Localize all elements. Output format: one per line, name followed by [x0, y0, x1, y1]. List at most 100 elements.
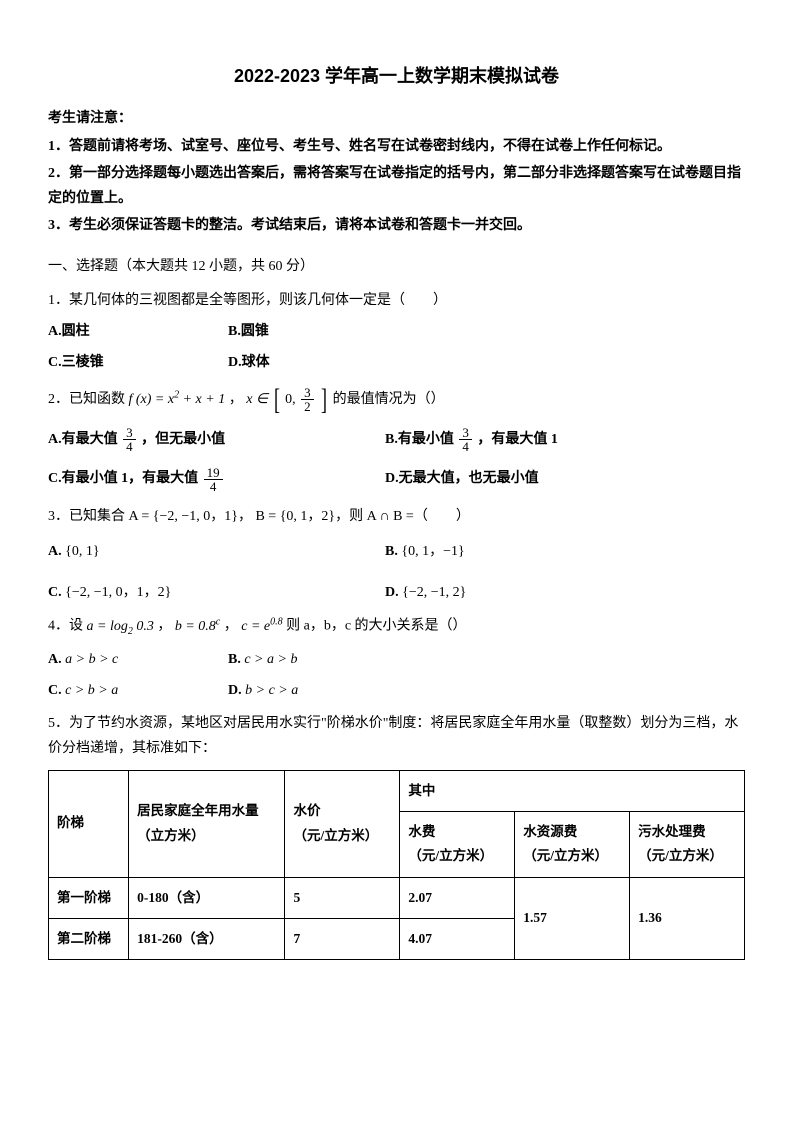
q5-stem: 5．为了节约水资源，某地区对居民用水实行"阶梯水价"制度：将居民家庭全年用水量（…	[48, 711, 745, 761]
q2-a-num: 3	[123, 426, 136, 440]
q3-opt-d: D. {−2, −1, 2}	[385, 580, 466, 605]
th-sew-l2: （元/立方米）	[638, 844, 736, 868]
q4-opt-b: B. c > a > b	[228, 647, 488, 672]
th-price: 水价 （元/立方米）	[285, 770, 400, 877]
th-usage-l1: 居民家庭全年用水量	[137, 799, 276, 823]
q2-x-in: x ∈	[246, 392, 268, 407]
th-res-l1: 水资源费	[523, 820, 621, 844]
q4-a-rest: 0.3	[133, 619, 154, 634]
q2-interval-frac: 3 2	[301, 386, 314, 413]
th-price-l2: （元/立方米）	[293, 824, 391, 848]
q3-opt-a: A. A. {0, 1}{0, 1}	[48, 539, 385, 564]
q4-a-expr: a = log2 0.3	[87, 619, 154, 634]
q2-func-rest: + x + 1	[179, 392, 225, 407]
th-usage-l2: （立方米）	[137, 824, 276, 848]
q2-func: f (x) = x2 + x + 1	[129, 392, 226, 407]
r1-tier: 第一阶梯	[49, 877, 129, 918]
sew-val: 1.36	[630, 877, 745, 960]
q4-sep1: ，	[157, 619, 171, 634]
q1-opt-b: B.圆锥	[228, 319, 488, 344]
r2-tier: 第二阶梯	[49, 918, 129, 959]
q3-stem: 3．已知集合 A = {−2, −1, 0，1}， B = {0, 1，2}，则…	[48, 504, 745, 529]
q2-a-post: ，但无最小值	[141, 432, 225, 447]
notice-1: 1．答题前请将考场、试室号、座位号、考生号、姓名写在试卷密封线内，不得在试卷上作…	[48, 134, 745, 159]
q4-c-expr: c = e0.8	[241, 619, 282, 634]
q4-c-base: c = e	[241, 619, 270, 634]
notice-3: 3．考生必须保证答题卡的整洁。考试结束后，请将本试卷和答题卡一并交回。	[48, 213, 745, 238]
notice-header: 考生请注意：	[48, 106, 745, 131]
question-5: 5．为了节约水资源，某地区对居民用水实行"阶梯水价"制度：将居民家庭全年用水量（…	[48, 711, 745, 761]
q2-opt-b: B.有最小值 3 4 ，有最大值 1	[385, 423, 558, 457]
q2-a-frac: 3 4	[123, 426, 136, 453]
q2-interval-lb: [	[274, 385, 280, 415]
th-water-l1: 水费	[408, 820, 506, 844]
th-sew: 污水处理费 （元/立方米）	[630, 811, 745, 877]
question-3: 3．已知集合 A = {−2, −1, 0，1}， B = {0, 1，2}，则…	[48, 504, 745, 606]
question-2: 2．已知函数 f (x) = x2 + x + 1 ， x ∈ [ 0, 3 2…	[48, 383, 745, 496]
th-tier: 阶梯	[49, 770, 129, 877]
notice-block: 考生请注意： 1．答题前请将考场、试室号、座位号、考生号、姓名写在试卷密封线内，…	[48, 106, 745, 238]
q1-opt-a: A.圆柱	[48, 319, 228, 344]
q2-opt-c: C.有最小值 1，有最大值 19 4	[48, 462, 385, 496]
q1-stem: 1．某几何体的三视图都是全等图形，则该几何体一定是（ ）	[48, 288, 745, 313]
q4-a-base: a = log	[87, 619, 128, 634]
th-sub: 其中	[400, 770, 745, 811]
tier-table: 阶梯 居民家庭全年用水量 （立方米） 水价 （元/立方米） 其中 水费 （元/立…	[48, 770, 745, 960]
q4-stem-pre: 4．设	[48, 619, 87, 634]
q2-c-den: 4	[204, 480, 223, 493]
q2-b-den: 4	[459, 440, 472, 453]
q2-b-num: 3	[459, 426, 472, 440]
q2-opt-a: A.有最大值 3 4 ，但无最小值	[48, 423, 385, 457]
r2-price: 7	[285, 918, 400, 959]
q1-opt-c: C.三棱锥	[48, 350, 228, 375]
q2-stem: 2．已知函数 f (x) = x2 + x + 1 ， x ∈ [ 0, 3 2…	[48, 383, 745, 417]
q2-opt-d: D.无最大值，也无最小值	[385, 462, 539, 496]
q3-stem-text: 3．已知集合 A = {−2, −1, 0，1}， B = {0, 1，2}，则…	[48, 509, 470, 524]
q4-sep2: ，	[224, 619, 238, 634]
q2-interval-a: 0,	[285, 392, 296, 407]
section-1-header: 一、选择题（本大题共 12 小题，共 60 分）	[48, 254, 745, 279]
question-4: 4．设 a = log2 0.3 ， b = 0.8c ， c = e0.8 则…	[48, 613, 745, 703]
th-price-l1: 水价	[293, 799, 391, 823]
q2-c-frac: 19 4	[204, 466, 223, 493]
th-water-l2: （元/立方米）	[408, 844, 506, 868]
q4-c-sup: 0.8	[270, 616, 283, 627]
q2-c-num: 19	[204, 466, 223, 480]
q2-a-den: 4	[123, 440, 136, 453]
q4-b-base: b = 0.8	[175, 619, 216, 634]
q3-opt-b: B. {0, 1，−1}	[385, 539, 465, 564]
th-res-l2: （元/立方米）	[523, 844, 621, 868]
q2-a-pre: A.有最大值	[48, 432, 121, 447]
q2-interval: [ 0, 3 2 ]	[272, 383, 330, 417]
q1-opt-d: D.球体	[228, 350, 488, 375]
q2-interval-num: 3	[301, 386, 314, 400]
q4-b-sup: c	[216, 616, 220, 627]
q2-b-post: ，有最大值 1	[477, 432, 558, 447]
q4-opt-c: C. c > b > a	[48, 678, 228, 703]
q2-func-base: f (x) = x	[129, 392, 175, 407]
q4-opt-a: A. a > b > c	[48, 647, 228, 672]
notice-2: 2．第一部分选择题每小题选出答案后，需将答案写在试卷指定的括号内，第二部分非选择…	[48, 161, 745, 211]
q3-opt-c: C. {−2, −1, 0，1，2}	[48, 580, 385, 605]
q2-b-pre: B.有最小值	[385, 432, 457, 447]
q4-stem: 4．设 a = log2 0.3 ， b = 0.8c ， c = e0.8 则…	[48, 613, 745, 640]
question-1: 1．某几何体的三视图都是全等图形，则该几何体一定是（ ） A.圆柱 B.圆锥 C…	[48, 288, 745, 376]
r2-usage: 181-260（含）	[129, 918, 285, 959]
q2-stem-pre: 2．已知函数	[48, 392, 129, 407]
th-water: 水费 （元/立方米）	[400, 811, 515, 877]
r1-usage: 0-180（含）	[129, 877, 285, 918]
q2-b-frac: 3 4	[459, 426, 472, 453]
q2-interval-rb: ]	[321, 385, 327, 415]
r2-water: 4.07	[400, 918, 515, 959]
th-usage: 居民家庭全年用水量 （立方米）	[129, 770, 285, 877]
q2-stem-post: 的最值情况为（）	[333, 392, 445, 407]
page-title: 2022-2023 学年高一上数学期末模拟试卷	[48, 60, 745, 92]
th-res: 水资源费 （元/立方米）	[515, 811, 630, 877]
q4-opt-d: D. b > c > a	[228, 678, 488, 703]
q4-b-expr: b = 0.8c	[175, 619, 220, 634]
r1-price: 5	[285, 877, 400, 918]
r1-water: 2.07	[400, 877, 515, 918]
th-sew-l1: 污水处理费	[638, 820, 736, 844]
q2-stem-mid: ，	[229, 392, 243, 407]
q2-interval-den: 2	[301, 400, 314, 413]
